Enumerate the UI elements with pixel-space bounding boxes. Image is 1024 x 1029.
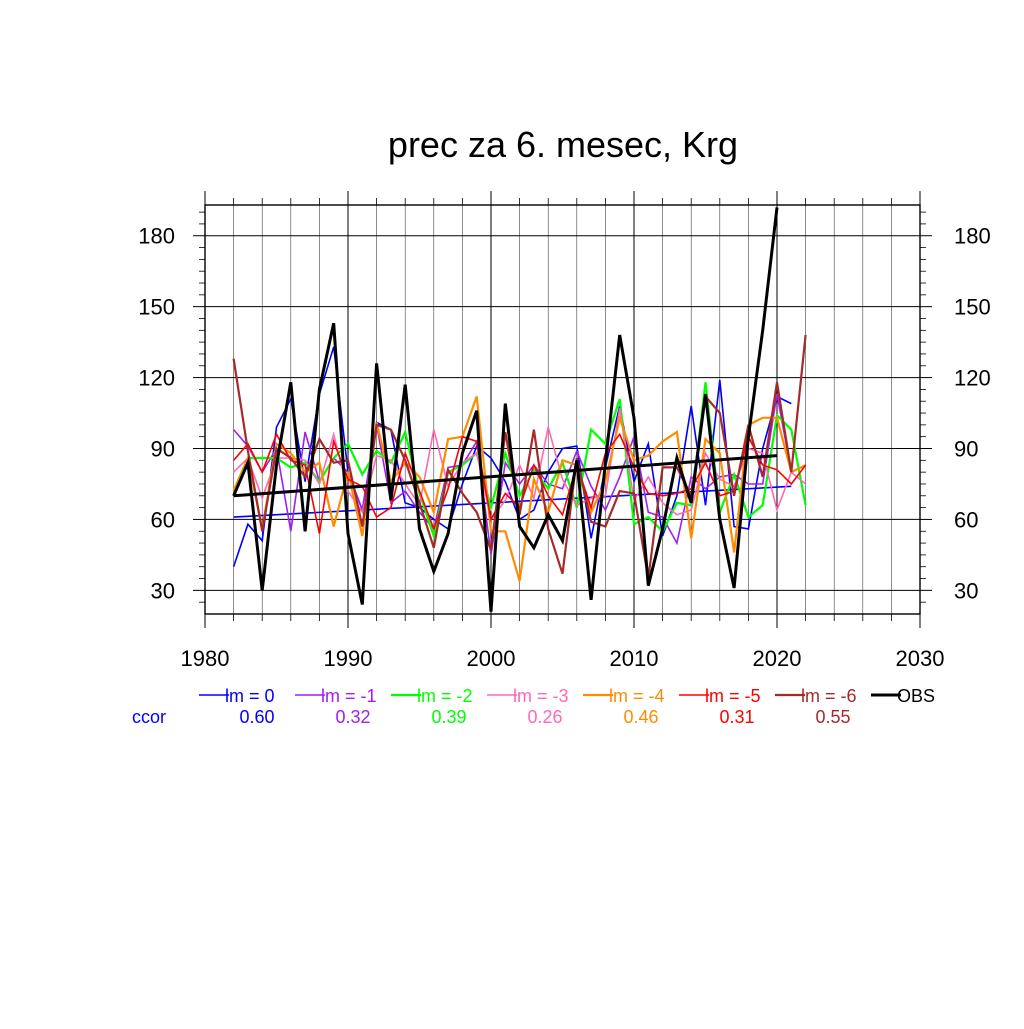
- y-tick-label-right: 150: [954, 295, 991, 320]
- y-tick-label-right: 90: [954, 437, 978, 462]
- legend-label: lm = -4: [609, 686, 665, 706]
- y-tick-label-right: 30: [954, 578, 978, 603]
- x-tick-label: 1990: [324, 646, 373, 671]
- y-tick-label-left: 150: [138, 295, 175, 320]
- ccor-value: 0.26: [527, 707, 562, 727]
- legend-item: lm = -20.39: [391, 686, 473, 727]
- legend-label: lm = -1: [321, 686, 377, 706]
- grid-layer: [205, 205, 920, 614]
- plot-frame: [204, 204, 921, 615]
- x-tick-label: 2010: [610, 646, 659, 671]
- ccor-value: 0.60: [239, 707, 274, 727]
- y-tick-label-left: 120: [138, 366, 175, 391]
- x-tick-label: 2000: [467, 646, 516, 671]
- y-tick-label-left: 30: [151, 578, 175, 603]
- ccor-label: ccor: [132, 707, 166, 727]
- frame-layer: [204, 204, 921, 615]
- ccor-value: 0.31: [719, 707, 754, 727]
- ccor-value: 0.32: [335, 707, 370, 727]
- y-tick-label-left: 90: [151, 437, 175, 462]
- legend-label: lm = -2: [417, 686, 473, 706]
- y-tick-label-right: 120: [954, 366, 991, 391]
- x-tick-label: 2020: [753, 646, 802, 671]
- ticks-layer: 30 30 60 60 90 90 120 120 150 150 180 180 1980 1990 20…: [138, 191, 991, 671]
- ccor-value: 0.39: [431, 707, 466, 727]
- x-tick-label: 2030: [896, 646, 945, 671]
- legend-item: OBS: [871, 686, 935, 706]
- y-tick-label-right: 180: [954, 224, 991, 249]
- ccor-value: 0.46: [623, 707, 658, 727]
- y-tick-label-left: 60: [151, 507, 175, 532]
- legend-label: OBS: [897, 686, 935, 706]
- legend-label: lm = 0: [225, 686, 275, 706]
- legend-item: lm = -50.31: [679, 686, 761, 727]
- x-tick-label: 1980: [181, 646, 230, 671]
- legend-item: lm = -40.46: [583, 686, 665, 727]
- series-line-obs: [232, 207, 779, 612]
- y-tick-label-right: 60: [954, 507, 978, 532]
- legend-label: lm = -6: [801, 686, 857, 706]
- legend-item: lm = -60.55: [775, 686, 857, 727]
- y-tick-label-left: 180: [138, 224, 175, 249]
- trend-line-obs: [233, 454, 778, 498]
- ccor-value: 0.55: [815, 707, 850, 727]
- legend-label: lm = -5: [705, 686, 761, 706]
- legend-item: lm = -30.26: [487, 686, 569, 727]
- series-layer: [232, 207, 807, 612]
- legend-item: lm = -10.32: [295, 686, 377, 727]
- series-line-lm-5: [232, 432, 807, 534]
- legend-label: lm = -3: [513, 686, 569, 706]
- legend-item: lm = 00.60: [199, 686, 275, 727]
- chart-title: prec za 6. mesec, Krg: [388, 124, 738, 165]
